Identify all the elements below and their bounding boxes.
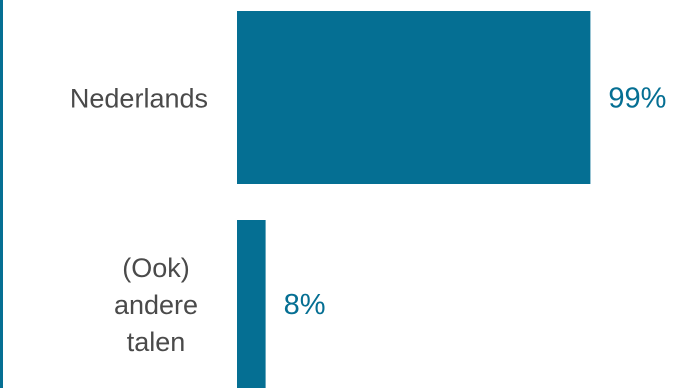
category-labels-group: Nederlands (Ook) andere talen [70,84,208,358]
value-labels-group: 99% 8% [284,83,667,322]
bars-group [237,11,591,388]
value-label-1: 8% [284,289,326,321]
left-accent-rule [0,0,3,388]
bar-1 [237,220,266,388]
bar-0 [237,11,591,184]
category-label-1: (Ook) andere talen [114,253,198,357]
value-label-0: 99% [608,83,666,115]
category-label-0: Nederlands [70,84,208,114]
